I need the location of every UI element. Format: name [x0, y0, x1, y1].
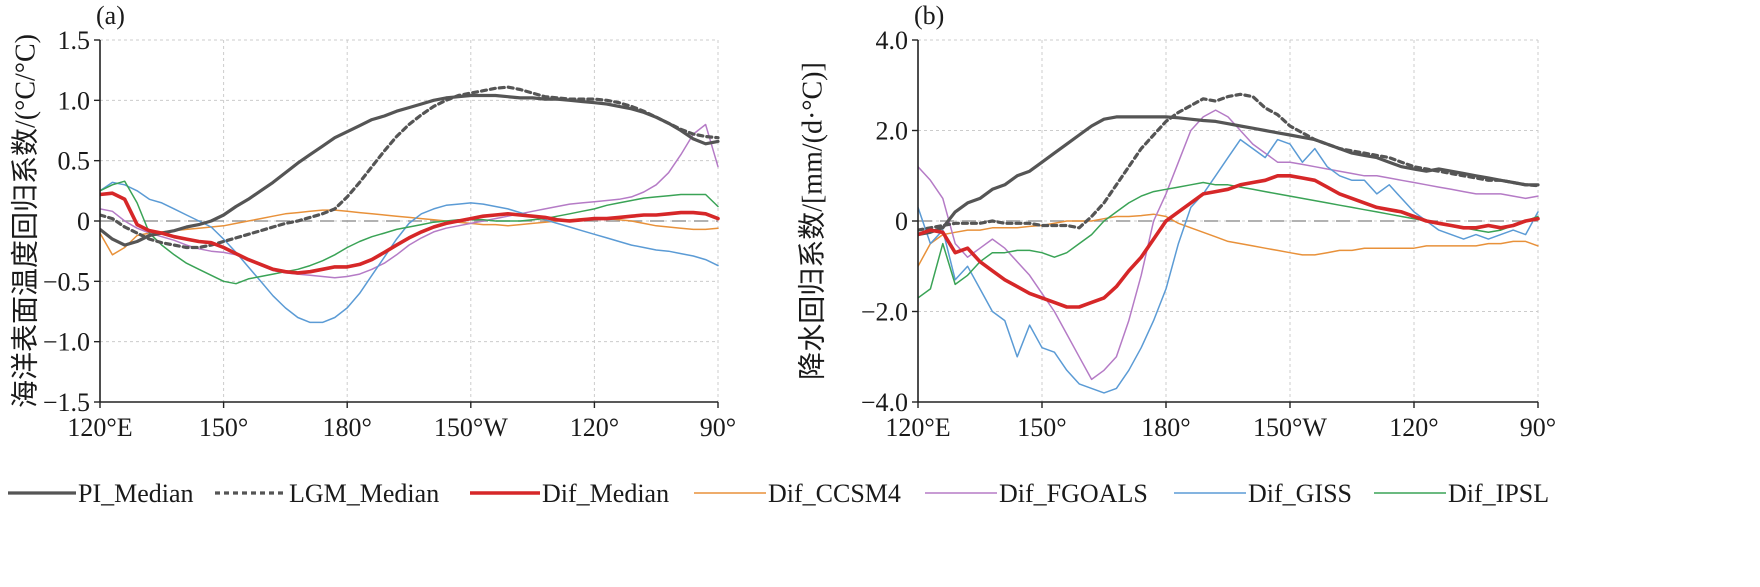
ticks-a: 120°E 150° 180° 150°W 120° 90° −1.5 −1.0 −0.5 0 0.… — [43, 26, 736, 442]
x-tick-label: 90° — [1520, 413, 1556, 442]
legend-label-pi-median: PI_Median — [78, 479, 194, 508]
grid-b — [918, 39, 1539, 402]
y-tick-label: −0.5 — [43, 267, 90, 296]
legend-label-dif-fgoals: Dif_FGOALS — [999, 479, 1148, 508]
x-tick-label: 120° — [1389, 413, 1438, 442]
grid-a — [100, 39, 719, 402]
y-tick-label: 1.5 — [58, 26, 91, 55]
series-a — [100, 85, 720, 324]
legend: PI_Median LGM_Median Dif_Median Dif_CCSM4 Di… — [8, 479, 1549, 508]
series-line-dif-ipsl — [918, 181, 1539, 299]
series-line-dif-median — [918, 174, 1540, 309]
y-tick-label: −1.5 — [43, 388, 90, 417]
series-line-lgm-median — [100, 85, 720, 250]
y-tick-label: 0.5 — [58, 147, 91, 176]
x-tick-label: 150° — [1017, 413, 1066, 442]
legend-label-dif-ipsl: Dif_IPSL — [1448, 479, 1549, 508]
series-line-dif-giss — [100, 181, 719, 324]
x-tick-label: 180° — [1141, 413, 1190, 442]
y-tick-label: 0 — [895, 207, 908, 236]
legend-label-dif-median: Dif_Median — [542, 479, 669, 508]
x-tick-label: 120° — [570, 413, 619, 442]
series-line-pi-median — [918, 115, 1540, 237]
y-tick-label: 1.0 — [58, 86, 91, 115]
series-line-dif-fgoals — [918, 109, 1539, 381]
legend-label-dif-ccsm4: Dif_CCSM4 — [768, 479, 901, 508]
y-axis-label-a: 海洋表面温度回归系数/(°C/°C) — [9, 34, 41, 408]
x-tick-label: 150° — [199, 413, 248, 442]
legend-label-lgm-median: LGM_Median — [289, 479, 439, 508]
x-tick-label: 150°W — [1253, 413, 1327, 442]
legend-label-dif-giss: Dif_GISS — [1248, 479, 1352, 508]
x-tick-label: 180° — [322, 413, 371, 442]
series-line-dif-giss — [918, 138, 1539, 394]
y-axis-label-b: 降水回归系数/[mm/(d·°C)] — [796, 62, 828, 380]
y-tick-label: 0 — [77, 207, 90, 236]
x-tick-label: 90° — [700, 413, 736, 442]
x-tick-label: 120°E — [885, 413, 950, 442]
chart-panel-a: 120°E 150° 180° 150°W 120° 90° −1.5 −1.0 −0.5 0 0.… — [9, 1, 736, 442]
y-tick-label: 2.0 — [876, 117, 909, 146]
series-line-dif-median — [100, 191, 720, 275]
series-line-pi-median — [100, 93, 720, 247]
ticks-b: 120°E 150° 180° 150°W 120° 90° −4.0 −2.0 0 2.0 4.0 — [861, 26, 1556, 442]
series-line-dif-ipsl — [100, 180, 719, 285]
y-tick-label: 4.0 — [876, 26, 909, 55]
series-line-dif-fgoals — [100, 123, 719, 279]
series-line-lgm-median — [918, 92, 1540, 232]
x-tick-label: 120°E — [67, 413, 132, 442]
y-tick-label: −2.0 — [861, 298, 908, 327]
y-tick-label: −4.0 — [861, 388, 908, 417]
series-line-dif-ccsm4 — [918, 213, 1539, 268]
x-tick-label: 150°W — [434, 413, 508, 442]
panel-label-b: (b) — [914, 1, 944, 30]
chart-panel-b: 120°E 150° 180° 150°W 120° 90° −4.0 −2.0 0 2.0 4.0… — [796, 1, 1556, 442]
panel-label-a: (a) — [96, 1, 125, 30]
y-tick-label: −1.0 — [43, 328, 90, 357]
series-b — [918, 92, 1540, 394]
